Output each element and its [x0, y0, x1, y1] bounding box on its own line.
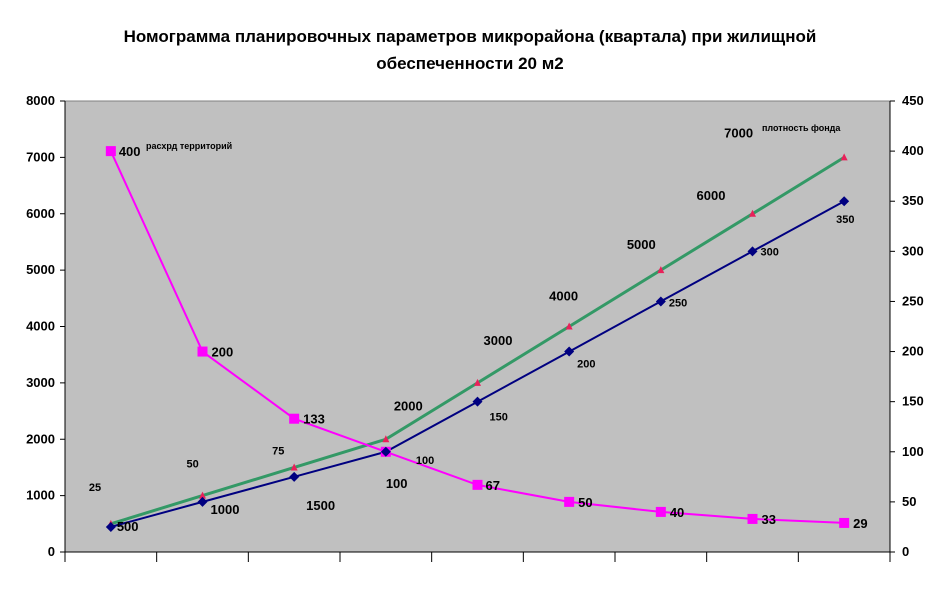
marker-diamond: [655, 296, 666, 307]
data-label-magenta: 40: [670, 505, 684, 520]
right-tick-label: 200: [902, 344, 924, 359]
marker-diamond: [197, 496, 208, 507]
right-tick-label: 450: [902, 93, 924, 108]
plot-area: [64, 100, 891, 553]
data-label-magenta: 33: [762, 512, 776, 527]
chart-title-line2: обеспеченности 20 м2: [376, 54, 564, 73]
data-label-blue: 500: [117, 519, 139, 534]
right-tick-label: 400: [902, 143, 924, 158]
marker-triangle: [290, 463, 298, 471]
annotation-density: плотность фонда: [762, 123, 841, 133]
data-label-magenta: 50: [578, 495, 592, 510]
data-label-green: 75: [272, 445, 284, 457]
marker-square: [564, 496, 575, 507]
right-axis: 0 50 100 150 200 250 300 350 400 450: [889, 93, 924, 559]
data-label-blue: 100: [416, 455, 434, 467]
data-labels: 25 50 75 2000 3000 4000 5000 6000 7000 500 1000 150…: [89, 125, 868, 534]
chart-title-line1: Номограмма планировочных параметров микр…: [124, 27, 817, 46]
series-layer: [105, 146, 850, 532]
marker-diamond: [380, 446, 391, 457]
marker-triangle: [565, 322, 573, 330]
left-tick-label: 1000: [26, 488, 55, 503]
marker-diamond: [747, 246, 758, 257]
left-tick-label: 5000: [26, 262, 55, 277]
data-label-blue: 150: [490, 412, 508, 424]
data-label-magenta: 29: [853, 516, 867, 531]
marker-square: [472, 479, 483, 490]
data-label-green: 2000: [394, 398, 423, 413]
marker-triangle: [840, 153, 848, 161]
marker-triangle: [382, 435, 390, 443]
data-label-blue-extra: 100: [386, 476, 408, 491]
data-label-magenta: 67: [486, 478, 500, 493]
data-label-green: 7000: [724, 125, 753, 140]
data-label-green: 3000: [484, 333, 513, 348]
marker-diamond: [564, 346, 575, 357]
right-tick-label: 150: [902, 394, 924, 409]
data-label-blue: 250: [669, 297, 687, 309]
data-label-blue: 300: [761, 246, 779, 258]
left-tick-label: 0: [48, 544, 55, 559]
right-tick-label: 350: [902, 193, 924, 208]
marker-square: [747, 513, 758, 524]
data-label-magenta: 400: [119, 144, 141, 159]
left-tick-label: 7000: [26, 149, 55, 164]
marker-square: [289, 413, 300, 424]
marker-diamond: [105, 521, 116, 532]
marker-triangle: [657, 266, 665, 274]
marker-triangle: [199, 491, 206, 499]
marker-diamond: [472, 396, 483, 407]
marker-square: [839, 517, 850, 528]
left-tick-label: 2000: [26, 431, 55, 446]
right-tick-label: 100: [902, 444, 924, 459]
data-label-blue: 350: [836, 214, 854, 226]
left-tick-label: 3000: [26, 375, 55, 390]
right-tick-label: 50: [902, 494, 916, 509]
left-axis: 0 1000 2000 3000 4000 5000 6000 7000 8000: [26, 93, 66, 559]
marker-square: [105, 146, 116, 157]
left-tick-label: 6000: [26, 206, 55, 221]
data-label-blue: 200: [577, 359, 595, 371]
data-label-magenta: 200: [212, 345, 234, 360]
right-tick-label: 250: [902, 293, 924, 308]
left-tick-label: 8000: [26, 93, 55, 108]
right-tick-label: 0: [902, 544, 909, 559]
marker-triangle: [474, 378, 481, 386]
data-label-magenta: 133: [303, 412, 325, 427]
left-tick-label: 4000: [26, 319, 55, 334]
data-label-green: 6000: [697, 188, 726, 203]
annotation-territory: расхрд территорий: [146, 141, 232, 151]
data-label-green: 25: [89, 482, 101, 494]
marker-diamond: [289, 471, 300, 482]
x-axis: [64, 551, 891, 562]
data-label-green: 5000: [627, 237, 656, 252]
marker-square: [655, 506, 666, 517]
data-label-blue: 1500: [306, 498, 335, 513]
data-label-blue: 1000: [211, 502, 240, 517]
marker-diamond: [839, 196, 850, 207]
data-label-green: 50: [187, 459, 199, 471]
marker-triangle: [749, 209, 756, 217]
marker-square: [197, 346, 208, 357]
right-tick-label: 300: [902, 243, 924, 258]
data-label-green: 4000: [549, 289, 578, 304]
